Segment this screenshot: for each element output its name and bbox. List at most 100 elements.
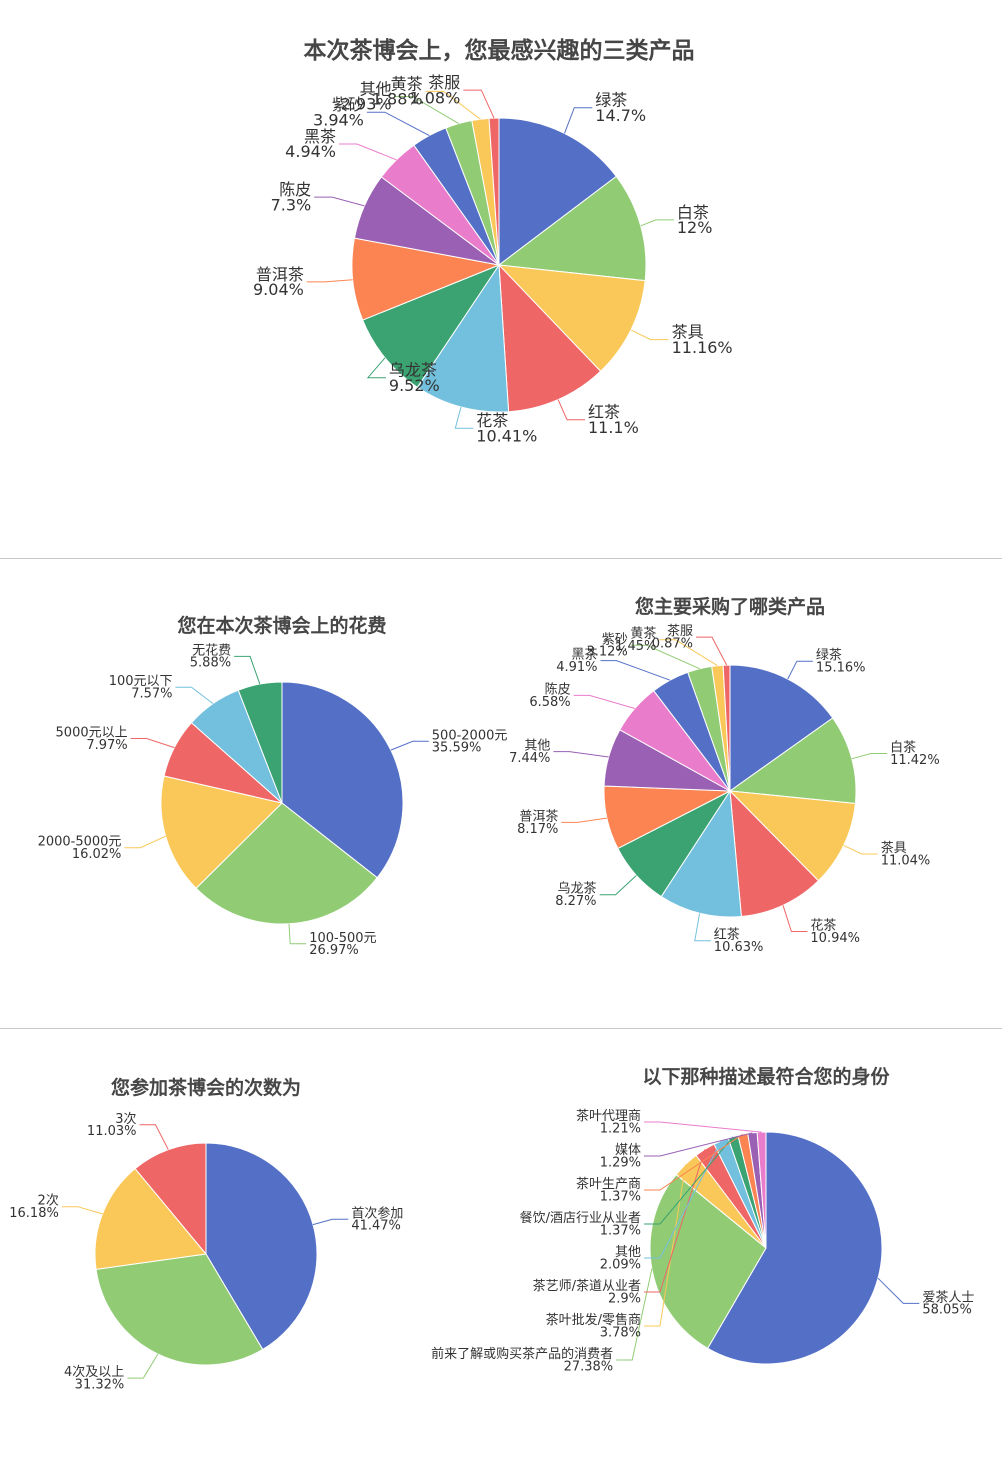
label-leader-line [314,196,365,207]
label-leader-line [573,694,635,709]
slice-label: 茶服 0.87% [652,623,693,651]
slice-label: 绿茶 14.7% [595,91,646,125]
slice-label: 紫砂 3.12% [586,632,627,659]
pie-slice[interactable] [498,264,646,372]
label-leader-line [851,753,888,760]
slice-label: 其他 2.93% [341,79,392,113]
slice-label: 3次 11.03% [87,1111,137,1139]
label-leader-line [787,660,813,680]
slice-label: 陈皮 6.58% [529,681,570,709]
pie-slice[interactable] [362,264,500,388]
pie-slice[interactable] [729,717,857,804]
slice-label: 花茶 10.94% [810,917,860,945]
slice-label: 乌龙茶 8.27% [555,881,596,909]
slice-label: 4次及以上 31.32% [64,1364,124,1392]
label-leader-line [139,1124,169,1150]
pie-slice[interactable] [205,1142,318,1350]
label-leader-line [394,96,459,125]
slice-label: 2次 16.18% [9,1193,59,1221]
label-leader-line [644,1164,687,1327]
slice-label: 茶叶生产商 1.37% [576,1176,641,1204]
slice-label: 紫砂 3.94% [313,95,364,129]
label-leader-line [630,644,700,670]
slice-label: 餐饮/酒店行业从业者 1.37% [520,1210,641,1238]
section-divider-2 [0,1028,1002,1029]
label-leader-line [557,399,585,421]
label-leader-line [644,1132,753,1157]
label-leader-line [782,905,808,932]
label-leader-line [454,406,474,429]
slice-label: 爱茶人士 58.05% [922,1289,974,1317]
label-leader-line [644,1121,762,1133]
label-leader-line [390,740,429,751]
label-leader-line [640,219,674,227]
chart-title: 您主要采购了哪类产品 [635,595,825,618]
label-leader-line [339,143,397,161]
label-leader-line [61,1206,103,1215]
label-leader-line [175,686,214,704]
slice-label: 茶服 1.08% [409,73,460,107]
label-leader-line [877,1277,920,1304]
slice-label: 5000元以上 7.97% [56,725,128,752]
pie-slice[interactable] [95,1253,264,1366]
slice-label: 其他 2.09% [600,1245,641,1272]
slice-label: 普洱茶 8.17% [517,808,558,836]
slice-label: 红茶 10.63% [714,927,764,955]
label-leader-line [306,279,353,283]
slice-label: 无花费 5.88% [190,642,231,670]
label-leader-line [463,89,495,119]
label-leader-line [694,913,711,942]
pie-slice[interactable] [722,664,731,792]
slice-label: 100-500元 26.97% [309,931,376,958]
pie-slice[interactable] [729,790,856,882]
slice-label: 茶具 11.16% [672,323,733,357]
pie-slice[interactable] [237,681,283,804]
label-leader-line [234,655,261,685]
label-leader-line [599,875,637,896]
pie-slice[interactable] [498,175,647,282]
pie-slice[interactable] [707,1131,883,1365]
pie-slice[interactable] [195,802,378,925]
pie-slice[interactable] [134,1142,207,1255]
label-leader-line [561,817,608,823]
slice-label: 前来了解或购买茶产品的消费者 27.38% [431,1346,613,1374]
label-leader-line [124,835,166,849]
label-leader-line [600,660,671,681]
pie-slice[interactable] [498,264,602,413]
label-leader-line [659,639,718,667]
slice-label: 100元以下 7.57% [109,674,173,701]
slice-label: 陈皮 7.3% [271,180,312,214]
label-leader-line [696,636,728,666]
slice-label: 白茶 11.42% [890,740,940,768]
label-leader-line [425,90,481,120]
label-leader-line [616,1268,653,1361]
label-leader-line [644,1136,734,1225]
pie-slice[interactable] [94,1168,207,1270]
pie-slice[interactable] [649,1174,767,1349]
label-leader-line [644,1133,744,1191]
slice-label: 2000-5000元 16.02% [38,835,122,862]
label-leader-line [366,357,386,379]
slice-label: 茶具 11.04% [881,840,931,868]
pie-slice[interactable] [660,790,742,918]
slice-label: 媒体 1.29% [600,1143,641,1170]
label-leader-line [366,111,430,137]
slice-label: 茶叶代理商 1.21% [576,1108,641,1136]
label-leader-line [644,1149,706,1293]
slice-label: 茶叶批发/零售商 3.78% [546,1312,641,1340]
pie-slice[interactable] [729,664,834,792]
chart-title: 您在本次茶博会上的花费 [177,614,386,637]
pie-chart-2: 您在本次茶博会上的花费 500-2000元 35.59% 100-500元 26.97%… [38,614,508,958]
label-leader-line [130,738,175,749]
label-leader-line [644,1140,722,1259]
slice-label: 白茶 12% [677,203,713,237]
label-leader-line [843,844,878,855]
slice-label: 黑茶 4.94% [285,127,336,161]
slice-label: 花茶 10.41% [476,411,537,445]
slice-label: 黄茶 1.88% [372,74,423,108]
slice-label: 茶艺师/茶道从业者 2.9% [533,1278,641,1306]
